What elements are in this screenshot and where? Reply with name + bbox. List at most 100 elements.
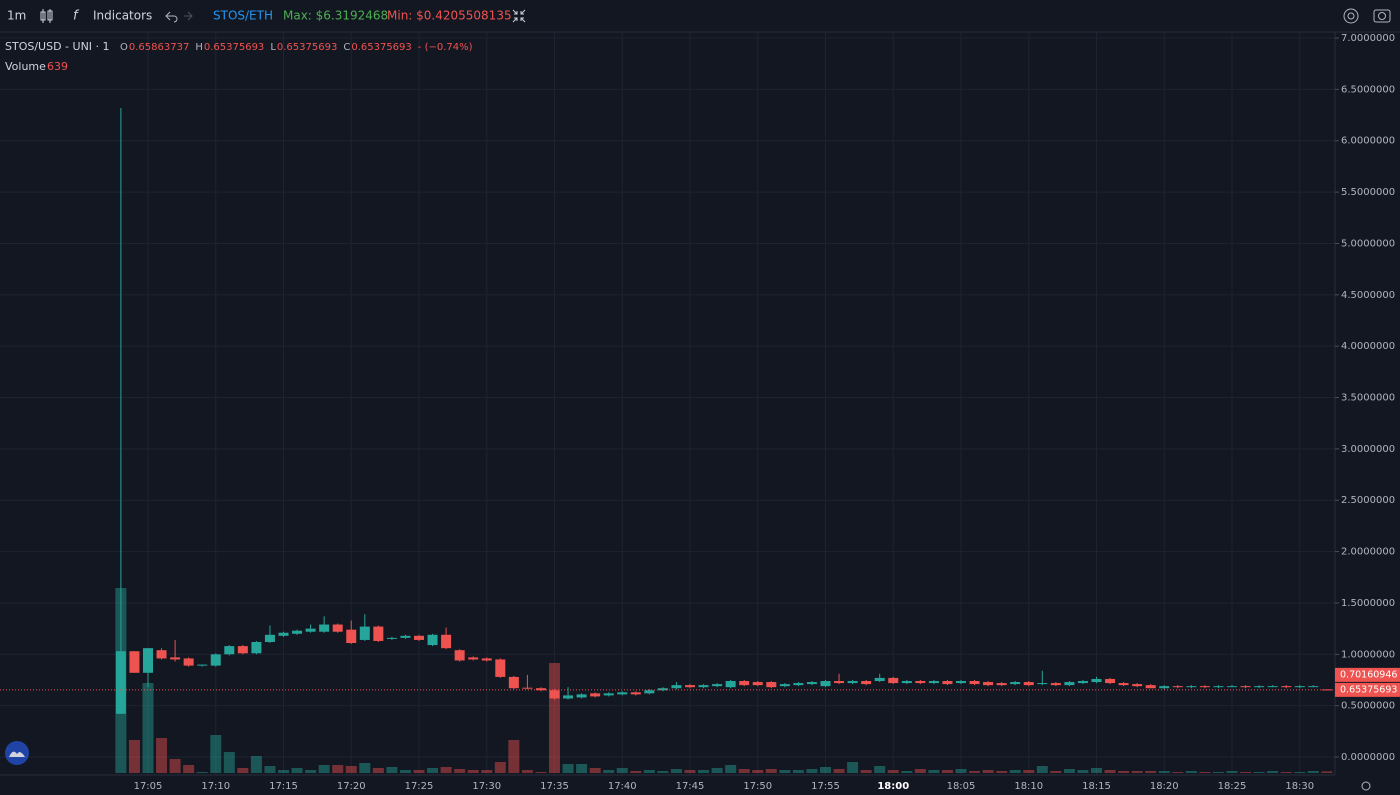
candle-body bbox=[1159, 686, 1170, 689]
volume-bar bbox=[264, 766, 276, 773]
volume-bar bbox=[278, 770, 289, 773]
redo-button[interactable] bbox=[184, 11, 193, 21]
candle-body bbox=[183, 658, 194, 666]
ohlc-key: C bbox=[343, 42, 350, 53]
candle-body bbox=[386, 637, 397, 639]
fullscreen-button[interactable] bbox=[512, 9, 526, 23]
candle-body bbox=[956, 681, 966, 684]
candle-body bbox=[996, 683, 1007, 686]
undo-button[interactable] bbox=[165, 11, 178, 23]
candle-body bbox=[1240, 686, 1251, 688]
volume-bar bbox=[440, 767, 452, 773]
indicators-icon[interactable]: f bbox=[73, 9, 80, 24]
volume-bar bbox=[1036, 766, 1048, 773]
volume-bar bbox=[603, 770, 615, 773]
volume-bar bbox=[372, 768, 384, 773]
volume-bar bbox=[467, 770, 479, 773]
candle-body bbox=[752, 682, 763, 686]
volume-bar bbox=[914, 769, 926, 773]
candle-body bbox=[535, 688, 546, 691]
candle-body bbox=[915, 681, 926, 684]
volume-bar bbox=[535, 772, 547, 773]
volume-bar bbox=[576, 764, 588, 773]
max-price: Max: $6.3192468 bbox=[283, 9, 388, 23]
volume-bar bbox=[128, 740, 140, 773]
candle-body bbox=[1308, 686, 1319, 688]
volume-bar bbox=[1253, 772, 1265, 773]
volume-bar bbox=[454, 769, 466, 773]
candle-body bbox=[576, 694, 587, 698]
symbol: STOS/USD - UNI · 1 bbox=[5, 40, 110, 53]
volume-bar bbox=[508, 740, 520, 773]
volume-bar bbox=[643, 770, 655, 773]
volume-bar bbox=[345, 766, 357, 773]
volume-bar bbox=[725, 765, 737, 773]
indicators-button[interactable]: Indicators bbox=[93, 9, 152, 23]
volume-bar bbox=[223, 752, 235, 773]
volume-value: 639 bbox=[47, 60, 68, 73]
y-tick-label: 0.5000000 bbox=[1341, 701, 1395, 712]
volume-bar bbox=[1294, 772, 1306, 773]
candle-body bbox=[305, 628, 316, 632]
candle-body bbox=[1050, 683, 1061, 686]
volume-bar bbox=[183, 765, 195, 773]
settings-button[interactable] bbox=[1343, 8, 1359, 24]
ohlc-value: 0.65375693 bbox=[351, 42, 411, 53]
pair[interactable]: STOS/ETH bbox=[213, 9, 273, 23]
axis-settings-button[interactable] bbox=[1361, 781, 1371, 791]
y-tick-label: 4.0000000 bbox=[1341, 341, 1395, 352]
candle-body bbox=[942, 681, 953, 685]
candle-body bbox=[1023, 682, 1034, 686]
candle-body bbox=[346, 629, 357, 644]
interval-button[interactable]: 1m bbox=[7, 9, 26, 23]
volume-bar bbox=[1118, 771, 1130, 773]
candle-body bbox=[468, 657, 479, 660]
volume-bar bbox=[1050, 771, 1062, 773]
candles bbox=[115, 107, 1332, 714]
volume-bar bbox=[589, 768, 601, 773]
volume-bar bbox=[792, 770, 804, 773]
candle-body bbox=[414, 635, 424, 640]
candle-body bbox=[901, 681, 912, 684]
volume-bar bbox=[210, 735, 222, 773]
candle-body bbox=[617, 692, 628, 695]
x-tick-label: 18:15 bbox=[1082, 781, 1111, 792]
x-tick-label: 18:30 bbox=[1285, 781, 1314, 792]
candle-body bbox=[224, 646, 235, 655]
x-tick-label: 18:20 bbox=[1150, 781, 1179, 792]
y-tick-label: 5.5000000 bbox=[1341, 187, 1395, 198]
volume-bar bbox=[1077, 770, 1089, 773]
volume-bar bbox=[359, 763, 371, 773]
candle-body bbox=[1132, 684, 1143, 687]
y-tick-label: 5.0000000 bbox=[1341, 238, 1395, 249]
price-label-box bbox=[1335, 667, 1400, 682]
candle-body bbox=[671, 685, 682, 689]
y-tick-label: 2.5000000 bbox=[1341, 495, 1395, 506]
x-tick-label: 17:35 bbox=[540, 781, 569, 792]
y-tick-label: 6.5000000 bbox=[1341, 84, 1395, 95]
candle-body bbox=[170, 657, 181, 660]
candle-body bbox=[603, 693, 614, 696]
logo[interactable] bbox=[5, 741, 29, 765]
ohlc-key: H bbox=[195, 42, 203, 53]
volume-bar bbox=[481, 770, 493, 773]
volume-bar bbox=[549, 663, 560, 773]
chart-type-button[interactable] bbox=[40, 9, 53, 23]
screenshot-button[interactable] bbox=[1373, 9, 1391, 23]
volume-bar bbox=[901, 771, 913, 773]
candle-body bbox=[481, 658, 492, 661]
candle-body bbox=[563, 695, 574, 699]
volume-bar bbox=[860, 770, 872, 773]
volume-bar bbox=[1267, 771, 1279, 773]
volume-bar bbox=[1063, 769, 1075, 773]
candle-body bbox=[969, 681, 980, 685]
candle-body bbox=[400, 635, 411, 638]
y-tick-label: 7.0000000 bbox=[1341, 33, 1395, 44]
x-tick-label: 17:50 bbox=[743, 781, 772, 792]
candle-body bbox=[739, 681, 750, 686]
volume-bar bbox=[874, 766, 886, 773]
candle-body bbox=[1091, 678, 1102, 683]
candle-body bbox=[1064, 682, 1075, 686]
volume-bar bbox=[1185, 771, 1197, 773]
